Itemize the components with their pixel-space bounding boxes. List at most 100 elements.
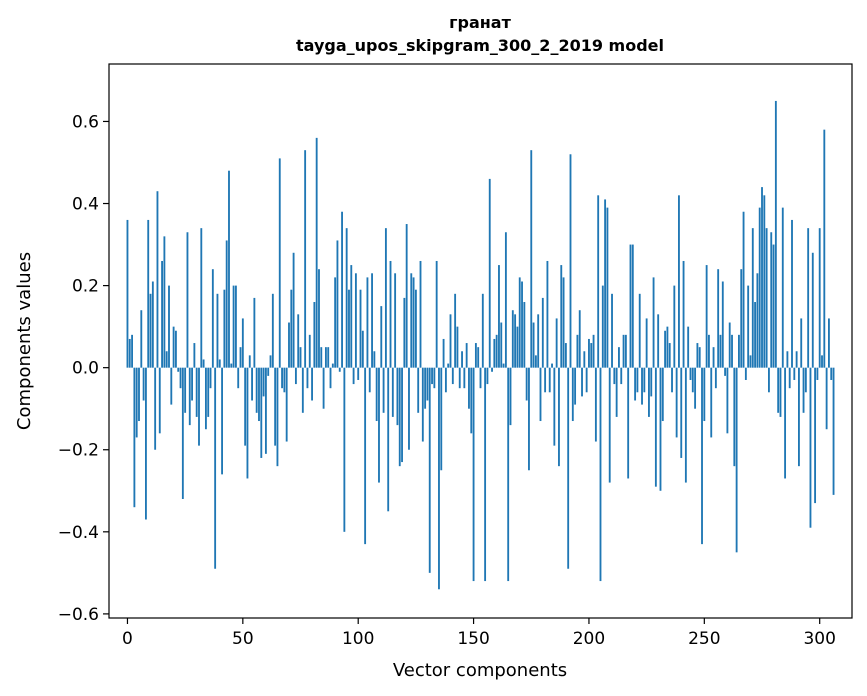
bar — [530, 150, 533, 368]
bar — [585, 367, 588, 393]
bar — [181, 367, 184, 499]
bar — [424, 367, 427, 409]
bar — [682, 260, 685, 368]
bar — [191, 367, 193, 401]
plot-frame — [108, 63, 853, 619]
bar — [481, 293, 484, 368]
bar — [576, 334, 579, 368]
bar — [629, 244, 632, 368]
bar — [823, 129, 826, 368]
bar — [232, 285, 235, 368]
bar — [597, 195, 600, 368]
bar — [186, 232, 189, 368]
bar — [359, 289, 362, 368]
bar — [301, 367, 304, 413]
chart-title: гранат — [449, 13, 511, 32]
bar — [343, 367, 346, 532]
bar — [689, 367, 692, 380]
bar — [622, 334, 625, 368]
bar — [728, 322, 731, 368]
bar — [451, 367, 454, 385]
x-tick-label: 0 — [122, 629, 133, 649]
bar — [161, 260, 163, 368]
bar — [456, 326, 459, 368]
bar — [518, 277, 521, 368]
bar — [375, 367, 378, 422]
bar — [297, 314, 300, 368]
x-tick-label: 300 — [803, 629, 835, 649]
bar — [138, 367, 140, 422]
bar — [749, 355, 752, 368]
bar — [721, 281, 724, 368]
bar — [474, 343, 477, 368]
bar — [705, 265, 708, 368]
bar — [184, 367, 187, 413]
bar — [719, 334, 722, 368]
bar — [165, 351, 168, 368]
bar — [447, 363, 450, 368]
bar — [650, 367, 653, 397]
bar — [398, 367, 401, 467]
bar — [804, 367, 807, 393]
bar — [654, 367, 657, 487]
bar — [800, 318, 803, 368]
bar — [435, 260, 438, 368]
bar — [336, 240, 339, 368]
bar — [714, 367, 717, 389]
bar — [128, 338, 131, 368]
bar — [578, 310, 581, 368]
bar — [754, 302, 757, 368]
bar — [756, 273, 759, 368]
bar — [419, 260, 422, 368]
bar — [154, 367, 157, 450]
bar — [694, 367, 697, 409]
bar — [698, 347, 701, 368]
bar — [311, 367, 313, 401]
x-tick-label: 50 — [232, 629, 254, 649]
bar — [537, 314, 540, 368]
bar — [581, 367, 583, 397]
bar — [668, 343, 671, 368]
bar — [449, 314, 452, 368]
bar — [636, 367, 639, 393]
bar — [209, 367, 212, 389]
bars-group — [126, 100, 835, 590]
bar — [541, 297, 544, 368]
bar — [207, 367, 210, 417]
bar — [696, 343, 699, 368]
y-tick-label: 0.6 — [72, 112, 99, 132]
bar — [149, 293, 152, 368]
bar — [606, 207, 609, 368]
bar — [417, 367, 420, 413]
bar — [592, 334, 595, 368]
bar — [712, 347, 715, 368]
y-tick-label: −0.4 — [58, 523, 99, 543]
bar — [405, 224, 408, 368]
bar — [248, 355, 251, 368]
bar — [828, 318, 830, 368]
bar — [680, 367, 683, 458]
bar — [426, 367, 429, 401]
bar — [396, 367, 399, 426]
bar — [225, 240, 228, 368]
bar — [678, 195, 680, 368]
bar — [567, 367, 570, 569]
bar — [361, 330, 364, 368]
bar — [394, 273, 397, 368]
bar — [675, 367, 678, 438]
bar — [488, 178, 491, 368]
bar — [253, 297, 256, 368]
bar — [793, 367, 796, 380]
bar — [438, 367, 440, 590]
bar — [380, 306, 383, 368]
y-tick-label: −0.2 — [58, 441, 99, 461]
bar — [387, 367, 390, 512]
bar — [484, 367, 487, 582]
bar — [428, 367, 431, 573]
bar — [666, 326, 669, 368]
bar — [193, 343, 196, 368]
bar — [156, 191, 159, 368]
x-ticks-group: 0 50 100 150 200 250 300 — [122, 618, 836, 649]
bar — [440, 367, 443, 471]
